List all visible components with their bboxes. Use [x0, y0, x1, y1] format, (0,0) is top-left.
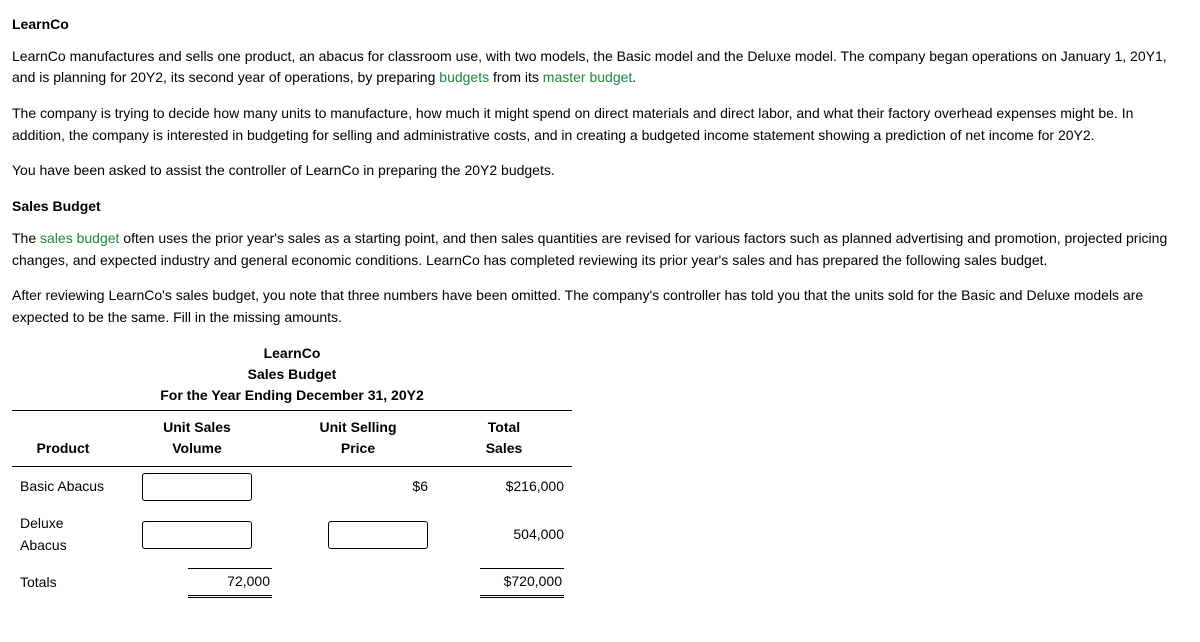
basic-volume-input[interactable] [142, 473, 252, 501]
row-deluxe-total: 504,000 [436, 507, 572, 562]
row-deluxe-product: Deluxe Abacus [12, 507, 114, 562]
table-title-line1: LearnCo [12, 343, 572, 364]
col-header-product: Product [12, 410, 114, 466]
table-title-line3: For the Year Ending December 31, 20Y2 [12, 385, 572, 406]
col-header-price-l2: Price [288, 438, 428, 460]
deluxe-price-input[interactable] [328, 521, 428, 549]
p1-text-c: . [632, 69, 636, 85]
sales-budget-table: Product Unit Sales Volume Unit Selling P… [12, 410, 572, 604]
p4-text-a: The [12, 230, 40, 246]
col-header-volume: Unit Sales Volume [114, 410, 280, 466]
totals-volume: 72,000 [188, 568, 272, 598]
col-header-total-l2: Sales [444, 438, 564, 460]
intro-paragraph-3: You have been asked to assist the contro… [12, 160, 1188, 182]
row-basic-total: $216,000 [436, 466, 572, 507]
col-header-total-l1: Total [444, 417, 564, 439]
p4-text-b: often uses the prior year's sales as a s… [12, 230, 1167, 268]
table-row: Deluxe Abacus 504,000 [12, 507, 572, 562]
table-row: Basic Abacus $6 $216,000 [12, 466, 572, 507]
company-heading: LearnCo [12, 14, 1188, 36]
table-row-totals: Totals 72,000 $720,000 [12, 562, 572, 604]
col-header-volume-l2: Volume [122, 438, 272, 460]
master-budget-link[interactable]: master budget [543, 69, 633, 85]
sales-budget-heading: Sales Budget [12, 196, 1188, 218]
col-header-price: Unit Selling Price [280, 410, 436, 466]
totals-price-blank [280, 562, 436, 604]
col-header-total: Total Sales [436, 410, 572, 466]
row-basic-product: Basic Abacus [12, 466, 114, 507]
col-header-price-l1: Unit Selling [288, 417, 428, 439]
table-title-line2: Sales Budget [12, 364, 572, 385]
col-header-product-label: Product [20, 438, 106, 460]
col-header-volume-l1: Unit Sales [122, 417, 272, 439]
sales-budget-link[interactable]: sales budget [40, 230, 119, 246]
sales-paragraph-1: The sales budget often uses the prior ye… [12, 228, 1188, 271]
budgets-link[interactable]: budgets [439, 69, 489, 85]
totals-sales: $720,000 [480, 568, 564, 598]
table-title: LearnCo Sales Budget For the Year Ending… [12, 343, 572, 406]
sales-paragraph-2: After reviewing LearnCo's sales budget, … [12, 285, 1188, 328]
deluxe-volume-input[interactable] [142, 521, 252, 549]
intro-paragraph-1: LearnCo manufactures and sells one produ… [12, 46, 1188, 89]
row-basic-price: $6 [280, 466, 436, 507]
intro-paragraph-2: The company is trying to decide how many… [12, 103, 1188, 146]
sales-budget-table-container: LearnCo Sales Budget For the Year Ending… [12, 343, 572, 604]
totals-label: Totals [12, 562, 114, 604]
p1-text-b: from its [489, 69, 543, 85]
